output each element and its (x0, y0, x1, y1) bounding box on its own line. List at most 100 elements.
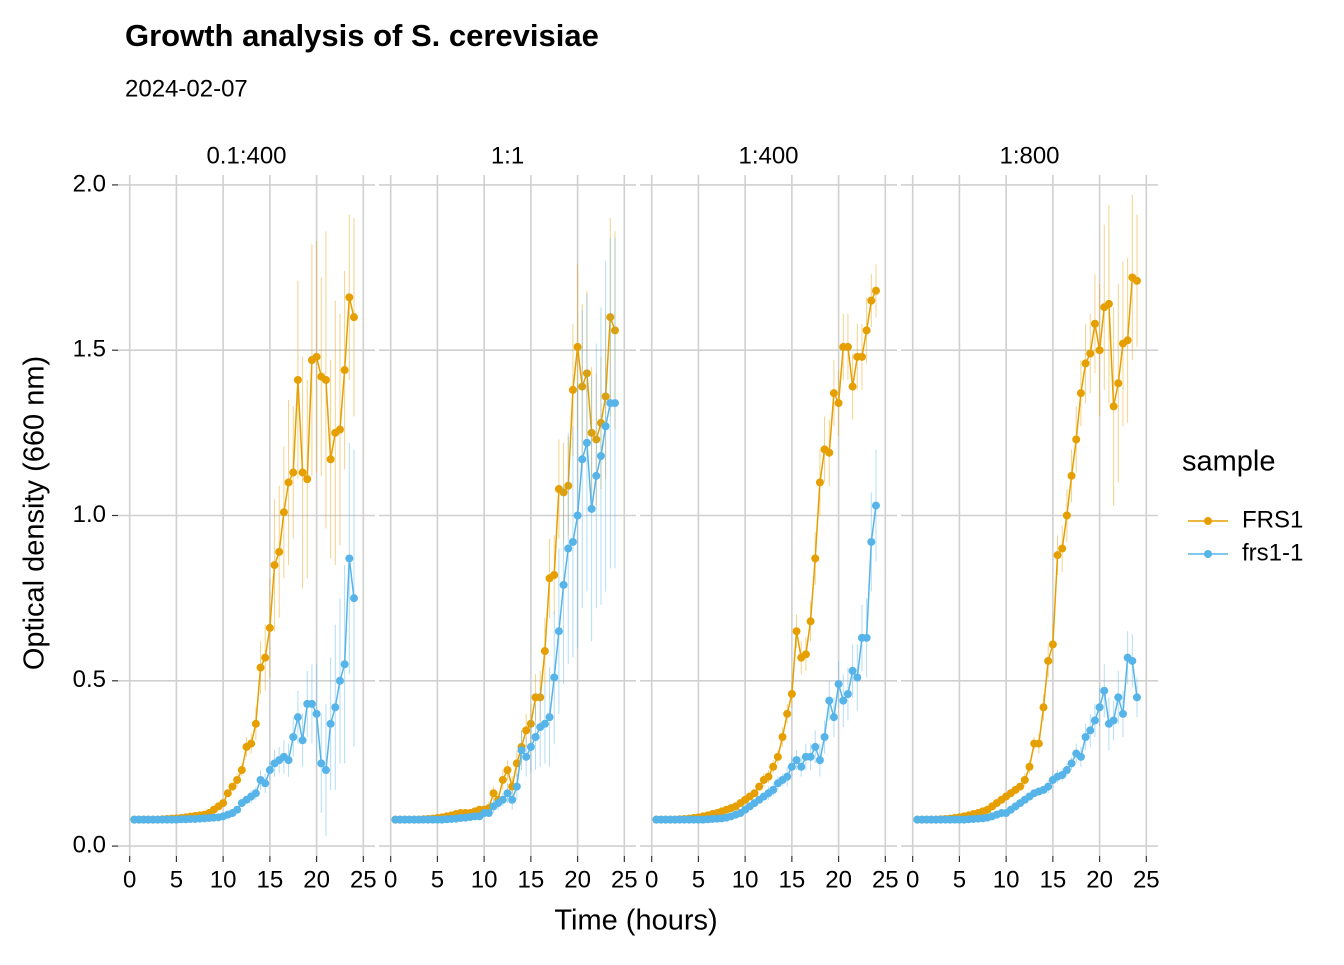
legend-marker (1204, 550, 1212, 558)
data-point (270, 561, 279, 570)
data-point (559, 580, 568, 589)
data-point (764, 772, 773, 781)
data-point (237, 766, 246, 775)
data-point (550, 571, 559, 580)
x-tick-label: 20 (564, 866, 591, 893)
data-point (1067, 471, 1076, 480)
x-tick-label: 5 (431, 866, 444, 893)
data-point (1104, 299, 1113, 308)
x-tick-label: 5 (953, 866, 966, 893)
data-point (284, 756, 293, 765)
data-point (345, 293, 354, 302)
facet-label: 1:800 (999, 142, 1059, 169)
data-point (1090, 716, 1099, 725)
x-tick-label: 15 (257, 866, 284, 893)
y-tick-label: 1.5 (73, 336, 106, 363)
data-point (484, 809, 493, 818)
data-point (1062, 511, 1071, 520)
data-point (783, 772, 792, 781)
x-tick-label: 10 (993, 866, 1020, 893)
data-point (312, 352, 321, 361)
data-point (787, 762, 796, 771)
data-point (834, 399, 843, 408)
data-point (317, 759, 326, 768)
data-point (219, 799, 228, 808)
data-point (340, 660, 349, 669)
x-tick-label: 15 (1040, 866, 1067, 893)
data-point (498, 795, 507, 804)
y-tick-label: 1.0 (73, 501, 106, 528)
series-line (656, 505, 877, 821)
data-point (335, 425, 344, 434)
data-point (293, 375, 302, 384)
data-point (848, 666, 857, 675)
data-point (335, 676, 344, 685)
x-tick-label: 25 (350, 866, 377, 893)
data-point (223, 789, 232, 798)
data-point (811, 554, 820, 563)
x-tick-label: 0 (906, 866, 919, 893)
data-point (1044, 782, 1053, 791)
data-point (578, 382, 587, 391)
data-point (867, 537, 876, 546)
data-point (298, 736, 307, 745)
data-point (1034, 739, 1043, 748)
data-point (540, 647, 549, 656)
data-point (503, 789, 512, 798)
data-point (853, 673, 862, 682)
series-line (395, 402, 615, 821)
data-point (792, 627, 801, 636)
data-point (1039, 703, 1048, 712)
data-point (871, 286, 880, 295)
data-point (1118, 709, 1127, 718)
facet-label: 0.1:400 (206, 142, 286, 169)
data-point (797, 762, 806, 771)
data-point (508, 795, 517, 804)
data-point (1132, 693, 1141, 702)
x-tick-label: 5 (170, 866, 183, 893)
data-point (1020, 775, 1029, 784)
data-point (815, 756, 824, 765)
facet-label: 1:400 (738, 142, 798, 169)
data-point (1114, 379, 1123, 388)
data-point (526, 719, 535, 728)
data-point (1058, 544, 1067, 553)
data-point (312, 709, 321, 718)
data-point (564, 481, 573, 490)
data-point (778, 732, 787, 741)
data-point (783, 709, 792, 718)
data-point (839, 696, 848, 705)
data-point (573, 511, 582, 520)
x-tick-label: 0 (123, 866, 136, 893)
x-tick-label: 10 (471, 866, 498, 893)
data-point (1123, 336, 1132, 345)
data-point (829, 713, 838, 722)
data-point (592, 435, 601, 444)
data-point (1128, 656, 1137, 665)
data-point (522, 726, 531, 735)
data-point (526, 742, 535, 751)
data-point (517, 746, 526, 755)
data-point (573, 342, 582, 351)
data-point (857, 352, 866, 361)
data-point (247, 739, 256, 748)
data-point (1016, 782, 1025, 791)
data-point (825, 696, 834, 705)
data-point (303, 475, 312, 484)
data-point (559, 488, 568, 497)
data-point (1100, 686, 1109, 695)
y-tick-label: 0.0 (73, 831, 106, 858)
x-tick-label: 0 (645, 866, 658, 893)
data-point (261, 779, 270, 788)
data-point (349, 313, 358, 322)
data-point (326, 719, 335, 728)
data-point (307, 699, 316, 708)
data-point (1076, 389, 1085, 398)
data-point (1067, 759, 1076, 768)
data-point (862, 633, 871, 642)
data-point (1062, 766, 1071, 775)
data-point (298, 468, 307, 477)
data-point (801, 650, 810, 659)
data-point (251, 789, 260, 798)
